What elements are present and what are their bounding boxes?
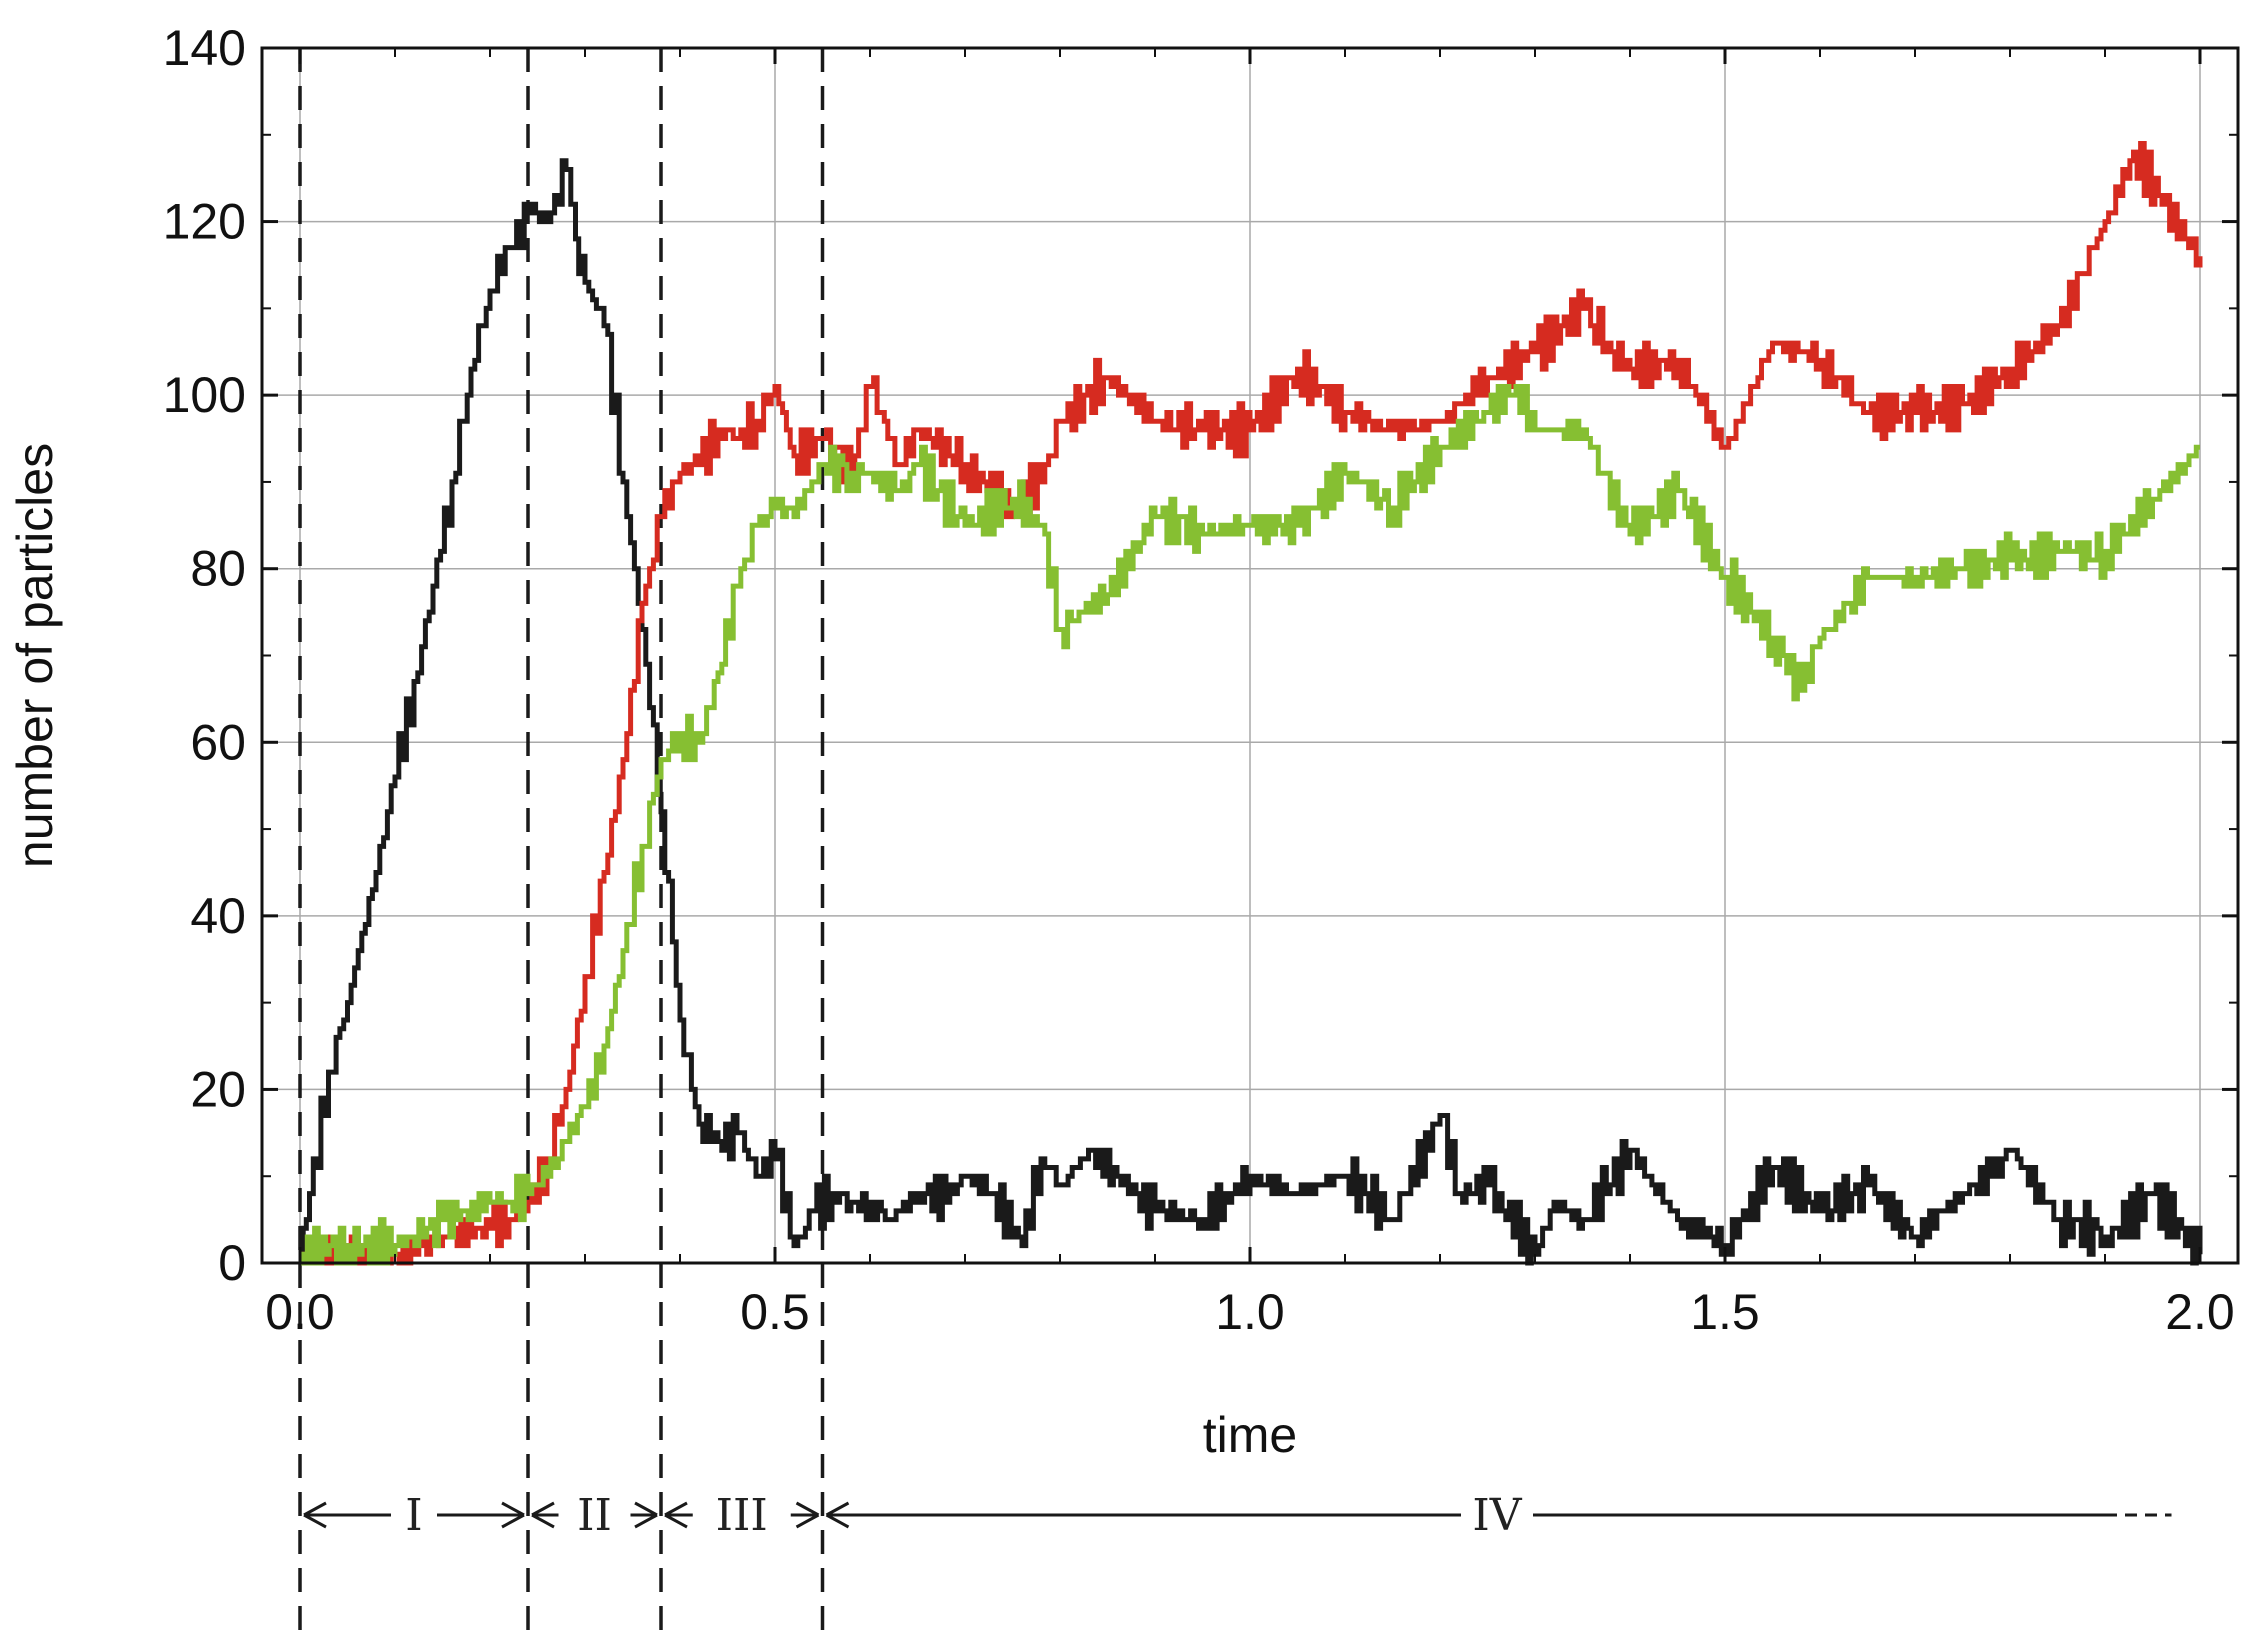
phase-arrow-right-head bbox=[501, 1501, 525, 1529]
y-axis: 0 20 40 60 80 100 120 140 bbox=[163, 20, 2238, 1291]
series-layer bbox=[300, 141, 2203, 1266]
x-tick-label: 1.5 bbox=[1690, 1284, 1760, 1340]
phase-label-II: II bbox=[577, 1490, 612, 1541]
y-tick-label: 40 bbox=[190, 888, 246, 944]
y-tick-label: 80 bbox=[190, 541, 246, 597]
y-tick-label: 100 bbox=[163, 367, 246, 423]
phase-arrow-left-head bbox=[664, 1501, 688, 1529]
phase-annotations: I II III IV bbox=[303, 1490, 2172, 1541]
x-axis: 0.0 0.5 1.0 1.5 2.0 bbox=[265, 48, 2235, 1340]
y-axis-label: number of particles bbox=[7, 443, 63, 868]
y-tick-label: 20 bbox=[190, 1061, 246, 1117]
phase-arrow-left-head bbox=[531, 1501, 555, 1529]
phase-label-III: III bbox=[716, 1490, 768, 1541]
y-tick-label: 120 bbox=[163, 194, 246, 250]
y-tick-label: 140 bbox=[163, 20, 246, 76]
grid-lines bbox=[262, 48, 2238, 1263]
phase-arrow-right-head bbox=[634, 1501, 658, 1529]
x-tick-label: 1.0 bbox=[1215, 1284, 1285, 1340]
x-tick-label: 0.0 bbox=[265, 1284, 335, 1340]
phase-arrow-right-head bbox=[795, 1501, 820, 1529]
series-line-3 bbox=[300, 384, 2200, 1266]
y-tick-label: 0 bbox=[218, 1235, 246, 1291]
phase-label-I: I bbox=[405, 1490, 422, 1541]
phase-arrow-left-head bbox=[303, 1501, 327, 1529]
x-axis-label: time bbox=[1203, 1407, 1297, 1463]
phase-label-IV: IV bbox=[1472, 1490, 1522, 1541]
y-tick-label: 60 bbox=[190, 714, 246, 770]
x-tick-label: 2.0 bbox=[2165, 1284, 2235, 1340]
series-line-1 bbox=[300, 158, 2203, 1266]
series-line-2 bbox=[300, 141, 2203, 1266]
phase-arrow-left-head bbox=[825, 1501, 850, 1529]
x-tick-label: 0.5 bbox=[740, 1284, 810, 1340]
